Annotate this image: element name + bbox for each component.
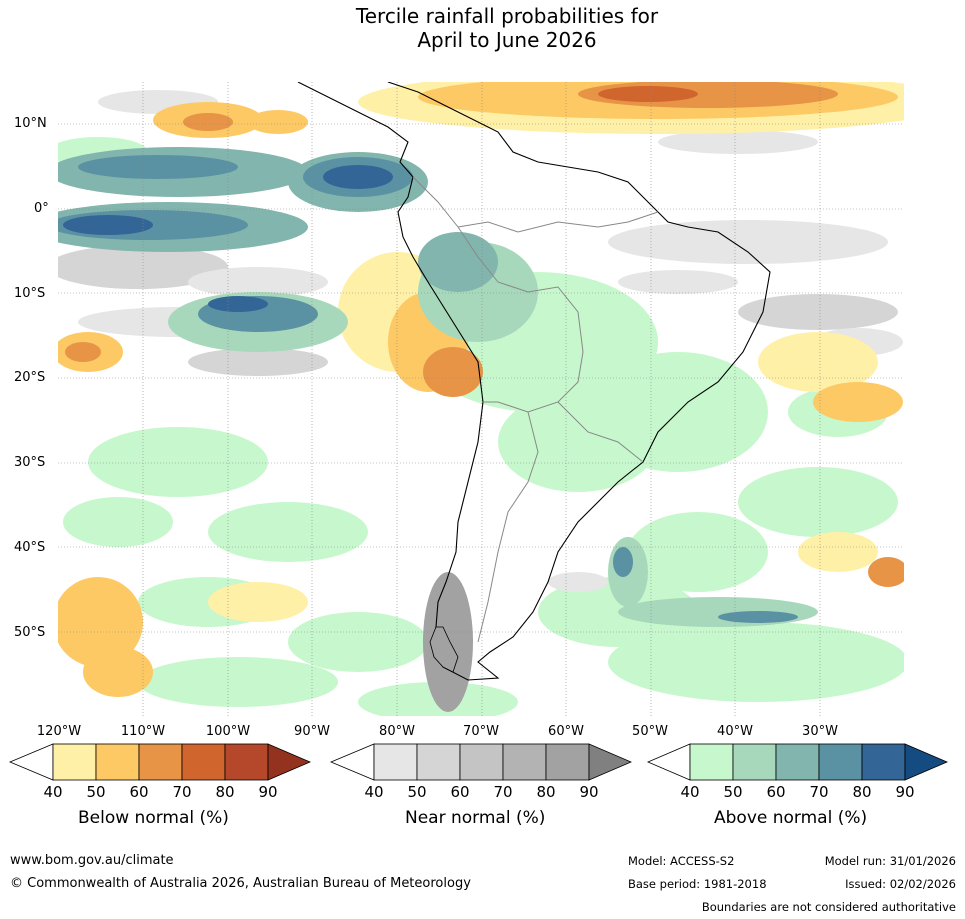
coastline bbox=[297, 82, 771, 681]
near-tick-70: 70 bbox=[493, 783, 513, 801]
map-title: Tercile rainfall probabilities for April… bbox=[0, 4, 965, 52]
colorbar-above-seg-3 bbox=[775, 743, 820, 781]
colorbar-above-under-arrow bbox=[646, 743, 691, 781]
colorbar-above-seg-5 bbox=[861, 743, 906, 781]
below-tick-80: 80 bbox=[215, 783, 235, 801]
colorbar-near-seg-4 bbox=[502, 743, 547, 781]
colorbar-near bbox=[329, 743, 633, 781]
issued-date: Issued: 02/02/2026 bbox=[845, 877, 956, 891]
colorbar-near-seg-1 bbox=[373, 743, 418, 781]
probability-map bbox=[58, 82, 904, 716]
near-tick-90: 90 bbox=[579, 783, 599, 801]
model-run-date: Model run: 31/01/2026 bbox=[824, 854, 956, 868]
colorbar-above-seg-2 bbox=[732, 743, 777, 781]
colorbar-near-seg-5 bbox=[545, 743, 590, 781]
patagonia-coast-islands bbox=[429, 626, 459, 673]
near-tick-50: 50 bbox=[407, 783, 427, 801]
lon-label-90w: 90°W bbox=[294, 724, 330, 739]
boundaries-disclaimer: Boundaries are not considered authoritat… bbox=[701, 900, 956, 914]
lon-label-60w: 60°W bbox=[548, 724, 584, 739]
website-link[interactable]: www.bom.gov.au/climate bbox=[10, 853, 174, 868]
title-line-2: April to June 2026 bbox=[417, 28, 597, 52]
colorbar-above-seg-4 bbox=[818, 743, 863, 781]
above-tick-70: 70 bbox=[809, 783, 829, 801]
colorbar-below-seg-4 bbox=[181, 743, 226, 781]
colorbar-near-under-arrow bbox=[329, 743, 375, 781]
colorbar-below-seg-5 bbox=[224, 743, 269, 781]
colorbar-below bbox=[8, 743, 312, 781]
below-tick-90: 90 bbox=[258, 783, 278, 801]
lat-label-50s: 50°S bbox=[14, 625, 46, 640]
lon-label-50w: 50°W bbox=[632, 724, 668, 739]
below-normal-label: Below normal (%) bbox=[78, 808, 229, 828]
model-name: Model: ACCESS-S2 bbox=[628, 854, 735, 868]
above-normal-label: Above normal (%) bbox=[714, 808, 868, 828]
below-tick-50: 50 bbox=[86, 783, 106, 801]
lat-label-10s: 10°S bbox=[14, 286, 46, 301]
title-line-1: Tercile rainfall probabilities for bbox=[355, 4, 659, 28]
colorbar-below-seg-2 bbox=[95, 743, 140, 781]
copyright-text: © Commonwealth of Australia 2026, Austra… bbox=[10, 876, 471, 891]
lat-label-20s: 20°S bbox=[14, 370, 46, 385]
lon-label-110w: 110°W bbox=[120, 724, 166, 739]
below-tick-70: 70 bbox=[172, 783, 192, 801]
near-tick-40: 40 bbox=[364, 783, 384, 801]
lon-label-40w: 40°W bbox=[717, 724, 753, 739]
colorbar-above bbox=[646, 743, 949, 781]
colorbar-above-over-arrow bbox=[904, 743, 949, 781]
lat-label-30s: 30°S bbox=[14, 455, 46, 470]
below-tick-60: 60 bbox=[129, 783, 149, 801]
colorbar-above-seg-1 bbox=[689, 743, 734, 781]
lat-label-0: 0° bbox=[34, 201, 49, 216]
above-tick-60: 60 bbox=[766, 783, 786, 801]
lon-label-100w: 100°W bbox=[205, 724, 251, 739]
lon-label-70w: 70°W bbox=[463, 724, 499, 739]
above-tick-50: 50 bbox=[723, 783, 743, 801]
colorbar-below-over-arrow bbox=[267, 743, 312, 781]
borders bbox=[412, 176, 659, 643]
colorbar-below-under-arrow bbox=[8, 743, 54, 781]
near-tick-60: 60 bbox=[450, 783, 470, 801]
base-period: Base period: 1981-2018 bbox=[628, 877, 767, 891]
below-tick-40: 40 bbox=[43, 783, 63, 801]
lon-label-30w: 30°W bbox=[802, 724, 838, 739]
colorbar-below-seg-1 bbox=[52, 743, 97, 781]
near-normal-label: Near normal (%) bbox=[405, 808, 546, 828]
colorbars bbox=[8, 743, 949, 781]
above-normal-patches bbox=[58, 147, 818, 627]
colorbar-near-seg-2 bbox=[416, 743, 461, 781]
near-tick-80: 80 bbox=[536, 783, 556, 801]
above-tick-80: 80 bbox=[852, 783, 872, 801]
colorbar-below-seg-3 bbox=[138, 743, 183, 781]
lon-label-120w: 120°W bbox=[36, 724, 82, 739]
lat-label-10n: 10°N bbox=[14, 116, 47, 131]
above-tick-40: 40 bbox=[680, 783, 700, 801]
colorbar-near-seg-3 bbox=[459, 743, 504, 781]
graticule bbox=[58, 82, 904, 716]
lat-label-40s: 40°S bbox=[14, 540, 46, 555]
colorbar-near-over-arrow bbox=[588, 743, 633, 781]
lon-label-80w: 80°W bbox=[379, 724, 415, 739]
above-tick-90: 90 bbox=[895, 783, 915, 801]
